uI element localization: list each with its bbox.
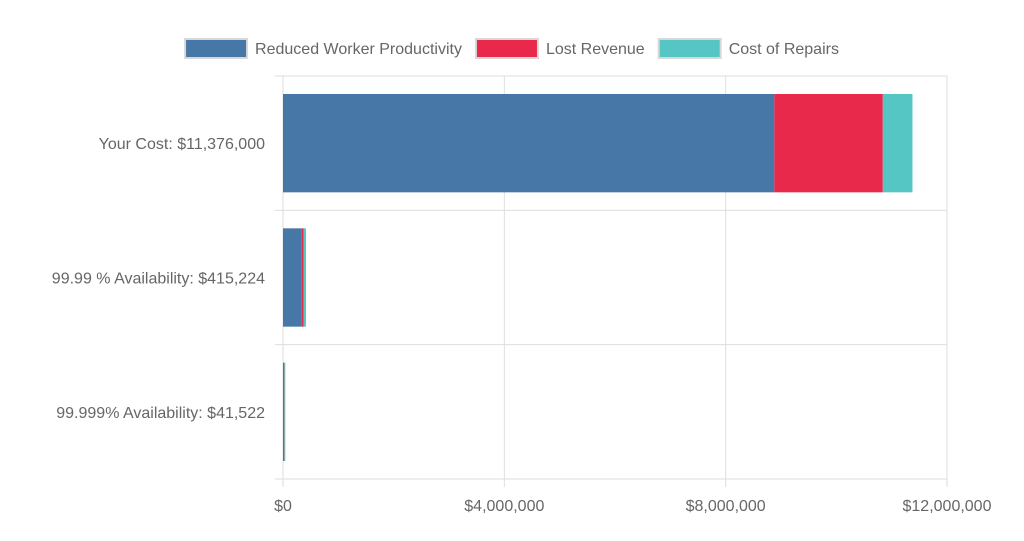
bars	[283, 94, 913, 461]
bar-segment	[283, 228, 302, 327]
bar-segment	[882, 94, 913, 193]
legend-swatch[interactable]	[184, 38, 249, 59]
legend: Reduced Worker Productivity Lost Revenue C…	[184, 38, 839, 59]
bar-segment	[283, 94, 775, 193]
bar-segment	[284, 362, 286, 461]
bar-segment	[774, 94, 883, 193]
legend-swatch[interactable]	[474, 38, 539, 59]
bar-segment	[283, 362, 285, 461]
x-tick-label: $12,000,000	[903, 498, 992, 515]
x-axis-tick-labels: $0 $4,000,000 $8,000,000 $12,000,000	[274, 498, 991, 515]
x-tick-label: $4,000,000	[464, 498, 544, 515]
x-tick-label: $0	[274, 498, 292, 515]
bar-segment	[301, 228, 304, 327]
legend-swatch[interactable]	[657, 38, 722, 59]
legend-label[interactable]: Cost of Repairs	[729, 41, 839, 58]
legend-label[interactable]: Lost Revenue	[546, 41, 645, 58]
category-labels: Your Cost: $11,376,000 99.99 % Availabili…	[52, 136, 265, 422]
category-label: Your Cost: $11,376,000	[99, 136, 265, 153]
bar-segment	[303, 228, 306, 327]
category-label: 99.999% Availability: $41,522	[56, 405, 265, 422]
legend-label[interactable]: Reduced Worker Productivity	[255, 41, 462, 58]
x-tick-label: $8,000,000	[686, 498, 766, 515]
category-label: 99.99 % Availability: $415,224	[52, 271, 265, 288]
